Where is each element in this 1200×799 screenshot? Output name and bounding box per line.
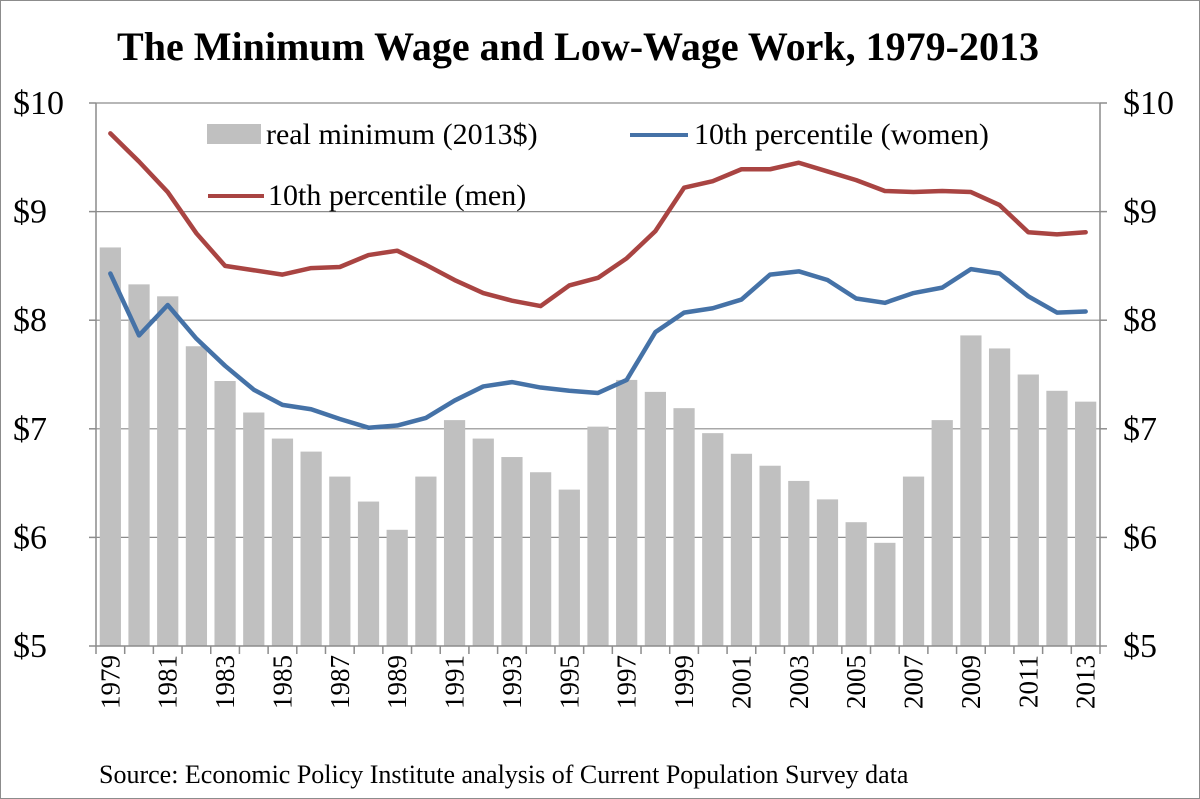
y-tick-label-left: $9: [13, 194, 47, 231]
x-tick-label-2009: 2009: [956, 655, 986, 709]
y-tick-label-right: $5: [1123, 628, 1157, 665]
bar-1980: [128, 284, 150, 646]
x-tick-label-1997: 1997: [612, 655, 642, 709]
x-tick-label-2011: 2011: [1013, 655, 1043, 708]
x-tick-label-2013: 2013: [1071, 655, 1101, 709]
chart-title: The Minimum Wage and Low-Wage Work, 1979…: [117, 24, 1039, 69]
x-tick-label-1991: 1991: [440, 655, 470, 709]
bar-2003: [788, 480, 810, 646]
bar-2010: [988, 348, 1011, 646]
bar-1988: [357, 501, 380, 646]
bar-2013: [1075, 401, 1097, 646]
bar-2009: [960, 335, 982, 646]
x-axis: 1979 1981 1983 1985 1987 1989 1991 1993 1995 1997…: [95, 655, 1100, 709]
bar-1981: [157, 296, 179, 646]
bar-1984: [243, 412, 265, 646]
legend-swatch-real-minimum: [207, 124, 261, 144]
y-tick-label-left: $7: [13, 411, 47, 448]
line-10th-percentile-women: [108, 266, 1088, 430]
bar-1983: [214, 381, 236, 646]
bar-1998: [644, 391, 666, 646]
bar-1994: [530, 472, 552, 646]
bar-1991: [443, 420, 466, 646]
bar-1985: [271, 438, 294, 646]
bar-1982: [185, 346, 208, 646]
x-tick-label-2007: 2007: [899, 655, 929, 709]
bar-1995: [558, 489, 580, 646]
bar-2006: [874, 542, 896, 646]
x-tick-label-1989: 1989: [382, 655, 412, 709]
x-tick-label-1983: 1983: [210, 655, 240, 709]
bar-2005: [845, 522, 867, 646]
x-tick-label-2003: 2003: [784, 655, 814, 709]
bar-1987: [329, 476, 351, 646]
bar-1999: [673, 408, 695, 646]
bar-1986: [300, 451, 322, 646]
y-tick-label-right: $9: [1123, 194, 1157, 231]
y-tick-label-left: $8: [13, 302, 47, 339]
x-tick-label-2001: 2001: [726, 655, 756, 709]
legend-label-women: 10th percentile (women): [694, 118, 989, 151]
line-series: [108, 131, 1088, 430]
x-tick-label-1979: 1979: [95, 655, 125, 709]
y-tick-label-right: $7: [1123, 411, 1157, 448]
bar-series: [99, 247, 1097, 647]
y-axis-right: $5 $6 $7 $8 $9 $10: [1123, 85, 1174, 665]
bar-1989: [386, 529, 408, 646]
y-tick-label-right: $10: [1123, 85, 1174, 122]
x-tick-label-1981: 1981: [153, 655, 183, 709]
bar-2007: [902, 476, 925, 646]
bar-2012: [1046, 390, 1068, 646]
bar-1979: [99, 247, 121, 647]
y-tick-label-right: $6: [1123, 519, 1157, 556]
x-tick-label-1985: 1985: [267, 655, 297, 709]
bar-1992: [472, 438, 494, 646]
x-tick-label-2005: 2005: [841, 655, 871, 709]
x-tick-label-1987: 1987: [325, 655, 355, 709]
y-tick-label-right: $8: [1123, 302, 1157, 339]
line-10th-percentile-men: [108, 131, 1088, 309]
bar-2004: [816, 499, 839, 646]
y-tick-label-left: $6: [13, 519, 47, 556]
bar-1990: [415, 476, 437, 646]
chart-source: Source: Economic Policy Institute analys…: [99, 760, 909, 789]
x-tick-label-1993: 1993: [497, 655, 527, 709]
bar-2000: [702, 433, 724, 646]
bar-2011: [1017, 374, 1039, 646]
x-tick-label-1995: 1995: [554, 655, 584, 709]
legend-label-real-minimum: real minimum (2013$): [266, 118, 538, 151]
y-tick-label-left: $5: [13, 628, 47, 665]
bar-1996: [587, 426, 609, 646]
legend: real minimum (2013$) 10th percentile (wo…: [207, 118, 989, 212]
bar-1997: [616, 379, 638, 646]
legend-label-men: 10th percentile (men): [268, 179, 526, 212]
y-axis-left: $5 $6 $7 $8 $9 $10: [13, 85, 64, 665]
y-tick-label-left: $10: [13, 85, 64, 122]
bar-2008: [931, 420, 953, 646]
bar-1993: [501, 457, 523, 646]
axes: [89, 102, 1107, 654]
bar-2001: [730, 453, 753, 646]
x-tick-label-1999: 1999: [669, 655, 699, 709]
bar-2002: [759, 465, 781, 646]
